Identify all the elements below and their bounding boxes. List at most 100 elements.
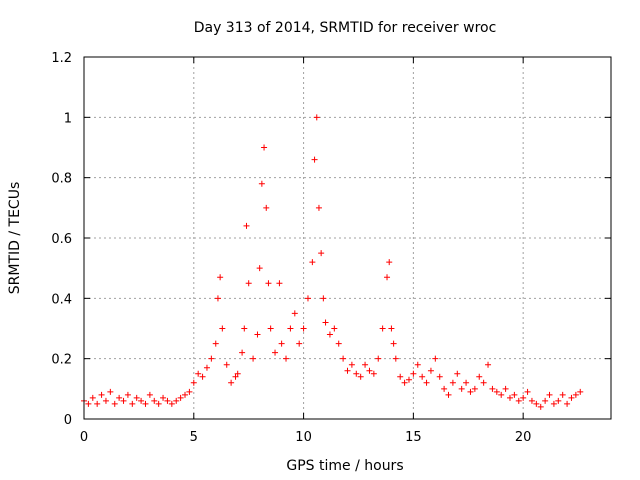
y-tick-label: 1.2: [51, 51, 72, 66]
plot-frame: [83, 56, 612, 420]
data-point: [344, 367, 351, 374]
data-point: [392, 355, 399, 362]
x-tick-label: 15: [405, 430, 422, 445]
y-tick-label: 1: [64, 111, 72, 126]
data-point: [129, 400, 136, 407]
data-point: [331, 325, 338, 332]
data-point: [449, 379, 456, 386]
data-point: [309, 259, 316, 266]
data-point: [366, 367, 373, 374]
data-point: [320, 295, 327, 302]
data-point: [533, 400, 540, 407]
data-point: [410, 370, 417, 377]
data-point: [357, 373, 364, 380]
data-point: [467, 388, 474, 395]
data-point: [555, 397, 562, 404]
data-point: [190, 379, 197, 386]
data-point: [550, 400, 557, 407]
data-point: [390, 340, 397, 347]
data-point: [177, 394, 184, 401]
data-point: [388, 325, 395, 332]
data-point: [276, 280, 283, 287]
data-point: [386, 259, 393, 266]
data-point: [454, 370, 461, 377]
data-point: [379, 325, 386, 332]
data-point: [245, 280, 252, 287]
data-point: [537, 403, 544, 410]
data-point: [261, 144, 268, 151]
grid-lines: [84, 57, 611, 419]
data-point: [401, 379, 408, 386]
data-point: [353, 370, 360, 377]
data-point: [572, 391, 579, 398]
data-point: [291, 310, 298, 317]
data-point: [436, 373, 443, 380]
data-point: [498, 391, 505, 398]
data-point: [546, 391, 553, 398]
data-point: [315, 204, 322, 211]
data-point: [485, 361, 492, 368]
data-point: [423, 379, 430, 386]
data-point: [217, 274, 224, 281]
data-point: [173, 397, 180, 404]
data-point: [445, 391, 452, 398]
data-point: [89, 394, 96, 401]
chart-title: Day 313 of 2014, SRMTID for receiver wro…: [194, 20, 497, 36]
data-point: [214, 295, 221, 302]
data-point: [414, 361, 421, 368]
data-point: [146, 391, 153, 398]
data-point: [287, 325, 294, 332]
data-point: [232, 373, 239, 380]
data-point: [311, 156, 318, 163]
data-point: [458, 385, 465, 392]
x-tick-label: 10: [295, 430, 312, 445]
data-point: [160, 394, 167, 401]
data-point: [542, 397, 549, 404]
data-point: [493, 388, 500, 395]
data-point: [116, 394, 123, 401]
data-point: [155, 400, 162, 407]
data-point: [228, 379, 235, 386]
data-point: [182, 391, 189, 398]
data-point: [559, 391, 566, 398]
data-point: [370, 370, 377, 377]
data-point: [263, 204, 270, 211]
x-tick-label: 0: [80, 430, 88, 445]
data-point: [313, 114, 320, 121]
data-point: [397, 373, 404, 380]
data-point: [168, 400, 175, 407]
data-point: [254, 331, 261, 338]
data-point: [239, 349, 246, 356]
data-point: [528, 397, 535, 404]
data-point: [432, 355, 439, 362]
data-point: [506, 394, 513, 401]
data-point: [234, 370, 241, 377]
data-point: [480, 379, 487, 386]
data-point: [471, 385, 478, 392]
data-point: [186, 388, 193, 395]
data-point: [212, 340, 219, 347]
data-point: [94, 400, 101, 407]
data-point: [267, 325, 274, 332]
data-point: [524, 388, 531, 395]
data-point: [223, 361, 230, 368]
data-point: [568, 394, 575, 401]
data-point: [476, 373, 483, 380]
data-point: [265, 280, 272, 287]
data-point: [256, 265, 263, 272]
y-tick-label: 0.4: [51, 292, 72, 307]
data-point: [520, 394, 527, 401]
data-point: [515, 397, 522, 404]
data-point: [243, 222, 250, 229]
data-point: [577, 388, 584, 395]
data-point: [335, 340, 342, 347]
data-point: [326, 331, 333, 338]
data-point: [375, 355, 382, 362]
data-point: [441, 385, 448, 392]
data-point: [502, 385, 509, 392]
y-tick-label: 0.6: [51, 232, 72, 247]
data-point: [348, 361, 355, 368]
data-point: [258, 180, 265, 187]
axis-ticks: 0 0.2 0.4 0.6 0.8 1 1.2 0 5 10 15 20: [51, 51, 611, 445]
